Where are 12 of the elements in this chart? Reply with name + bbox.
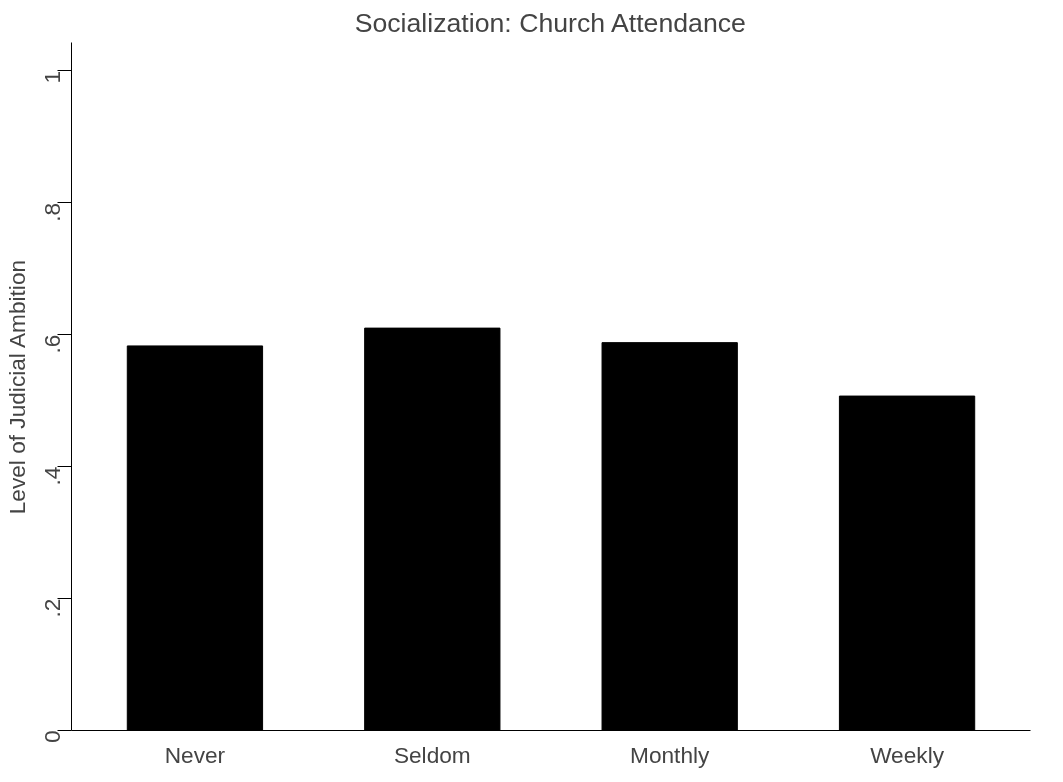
y-tick-label: 1 (39, 70, 65, 84)
chart-title: Socialization: Church Attendance (354, 7, 746, 38)
x-tick-label: Never (164, 741, 226, 768)
y-tick-label: .4 (39, 466, 65, 486)
y-tick-label: .2 (39, 598, 65, 618)
y-tick-label: 0 (39, 730, 65, 744)
x-tick-label: Monthly (630, 741, 711, 768)
y-axis-title: Level of Judicial Ambition (3, 259, 30, 515)
y-tick-label: .8 (39, 202, 65, 222)
x-tick-label: Seldom (393, 741, 471, 768)
x-tick-label: Weekly (870, 741, 945, 768)
y-tick-label: .6 (39, 334, 65, 354)
